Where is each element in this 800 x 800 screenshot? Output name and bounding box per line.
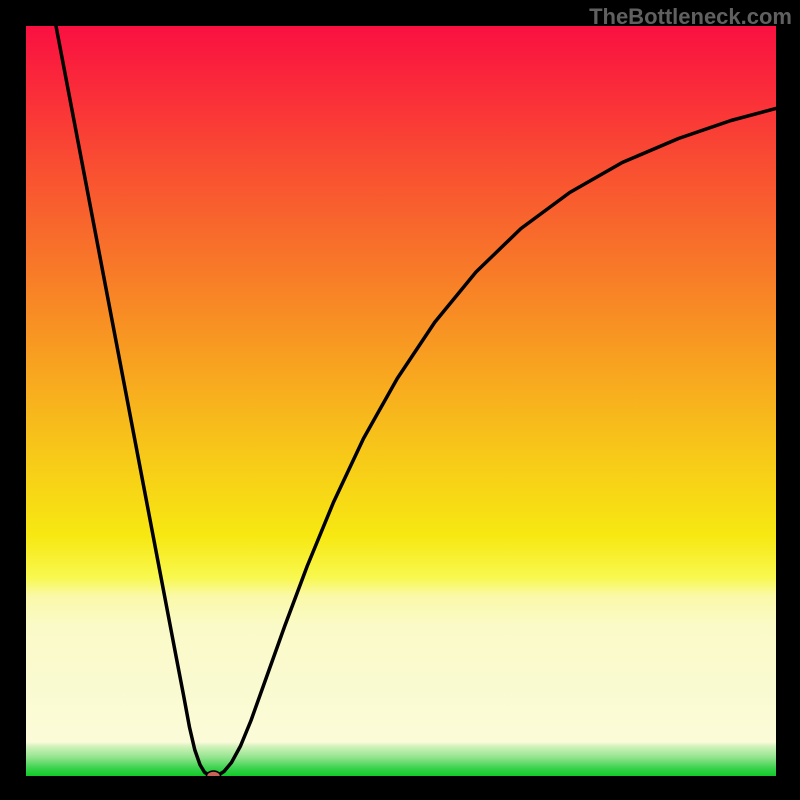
optimum-marker <box>207 771 221 776</box>
plot-area <box>26 26 776 776</box>
gradient-background <box>26 26 776 776</box>
watermark-text: TheBottleneck.com <box>589 4 792 30</box>
chart-container: TheBottleneck.com <box>0 0 800 800</box>
chart-svg <box>26 26 776 776</box>
